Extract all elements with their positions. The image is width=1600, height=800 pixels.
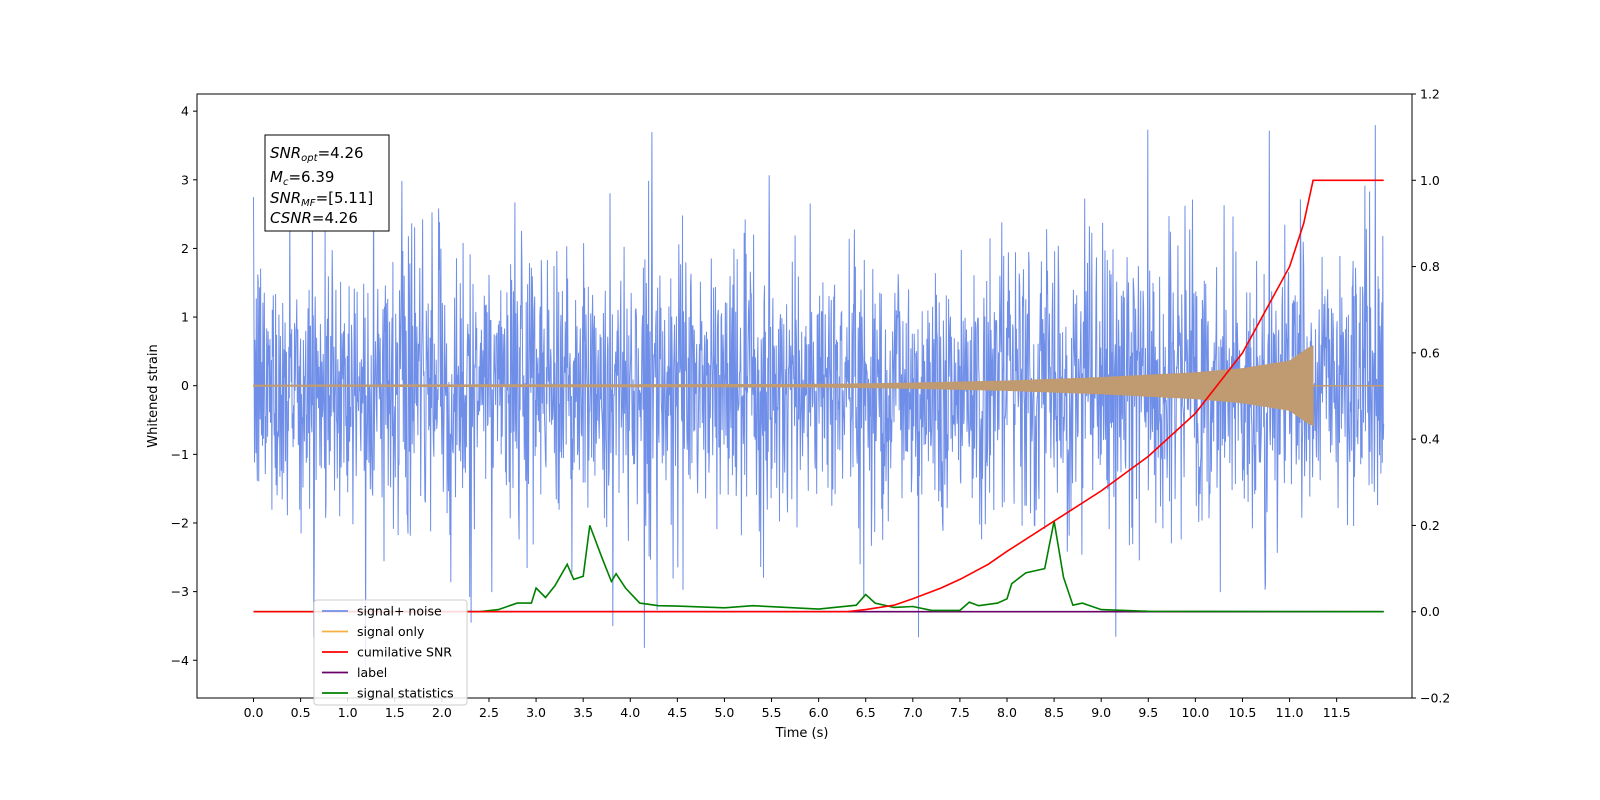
annotation-mc: Mc=6.39	[270, 168, 334, 188]
right-y-tick-label: 0.4	[1420, 432, 1440, 447]
right-y-tick-label: 1.2	[1420, 87, 1440, 102]
left-y-tick-label: −3	[171, 584, 189, 599]
x-tick-label: 5.0	[714, 705, 734, 720]
plot-frame	[196, 93, 1413, 699]
x-tick-label: 11.5	[1323, 705, 1351, 720]
x-tick-label: 6.5	[856, 705, 876, 720]
x-tick-label: 3.0	[526, 705, 546, 720]
left-y-tick-label: 2	[181, 241, 189, 256]
right-y-tick-label: 0.0	[1420, 604, 1440, 619]
legend-label: signal statistics	[357, 686, 454, 701]
annotation-snr-opt: SNRopt=4.26	[270, 144, 364, 164]
left-y-tick-label: −2	[171, 515, 189, 530]
right-y-tick-label: −0.2	[1420, 691, 1450, 706]
y-axis-label: Whitened strain	[146, 344, 161, 447]
annotation-snr-mf: SNRMF=[5.11]	[270, 189, 373, 209]
right-y-axis-ticks: −0.2 0.0 0.2 0.4 0.6 0.8 1.0 1.2	[1412, 87, 1450, 706]
left-y-axis-ticks: −4 −3 −2 −1 0 1 2 3 4	[171, 104, 197, 668]
left-y-tick-label: −1	[171, 447, 189, 462]
x-tick-label: 7.0	[903, 705, 923, 720]
x-tick-label: 10.0	[1181, 705, 1209, 720]
left-y-tick-label: 1	[181, 310, 189, 325]
x-tick-label: 0.5	[291, 705, 311, 720]
left-y-tick-label: 0	[181, 378, 189, 393]
legend-label: label	[357, 665, 387, 680]
x-tick-label: 9.5	[1138, 705, 1158, 720]
legend-label: signal+ noise	[357, 604, 442, 619]
x-tick-label: 9.0	[1091, 705, 1111, 720]
cumulative-snr-line	[253, 179, 1384, 613]
x-tick-label: 7.5	[950, 705, 970, 720]
x-tick-label: 1.0	[338, 705, 358, 720]
annotation-csnr: CSNR=4.26	[270, 209, 358, 227]
x-tick-label: 10.5	[1229, 705, 1257, 720]
right-y-tick-label: 0.8	[1420, 259, 1440, 274]
right-y-tick-label: 0.2	[1420, 518, 1440, 533]
x-tick-label: 5.5	[762, 705, 782, 720]
x-tick-label: 4.0	[620, 705, 640, 720]
x-tick-label: 11.0	[1276, 705, 1304, 720]
left-y-tick-label: 3	[181, 172, 189, 187]
x-tick-label: 1.5	[385, 705, 405, 720]
x-tick-label: 2.0	[432, 705, 452, 720]
x-tick-label: 3.5	[573, 705, 593, 720]
x-tick-label: 2.5	[479, 705, 499, 720]
left-y-tick-label: 4	[181, 104, 189, 119]
plot-area	[253, 125, 1385, 668]
left-y-tick-label: −4	[171, 653, 189, 668]
annotation-box: SNRopt=4.26 Mc=6.39 SNRMF=[5.11] CSNR=4.…	[264, 134, 390, 232]
right-y-tick-label: 1.0	[1420, 173, 1440, 188]
x-tick-label: 6.0	[809, 705, 829, 720]
legend: signal+ noise signal only cumilative SNR la…	[313, 599, 468, 706]
x-axis-ticks: 0.0 0.5 1.0 1.5 2.0 2.5 3.0 3.5 4.0 4.5 5.0 5.5 6.0 6…	[244, 698, 1351, 720]
legend-label: cumilative SNR	[357, 645, 452, 660]
legend-box	[313, 599, 468, 706]
x-tick-label: 8.0	[997, 705, 1017, 720]
x-axis-label: Time (s)	[775, 726, 829, 741]
x-tick-label: 4.5	[667, 705, 687, 720]
right-y-tick-label: 0.6	[1420, 345, 1440, 360]
signal-statistics-line	[253, 520, 1384, 613]
legend-label: signal only	[357, 624, 425, 639]
x-tick-label: 8.5	[1044, 705, 1064, 720]
x-tick-label: 0.0	[244, 705, 264, 720]
